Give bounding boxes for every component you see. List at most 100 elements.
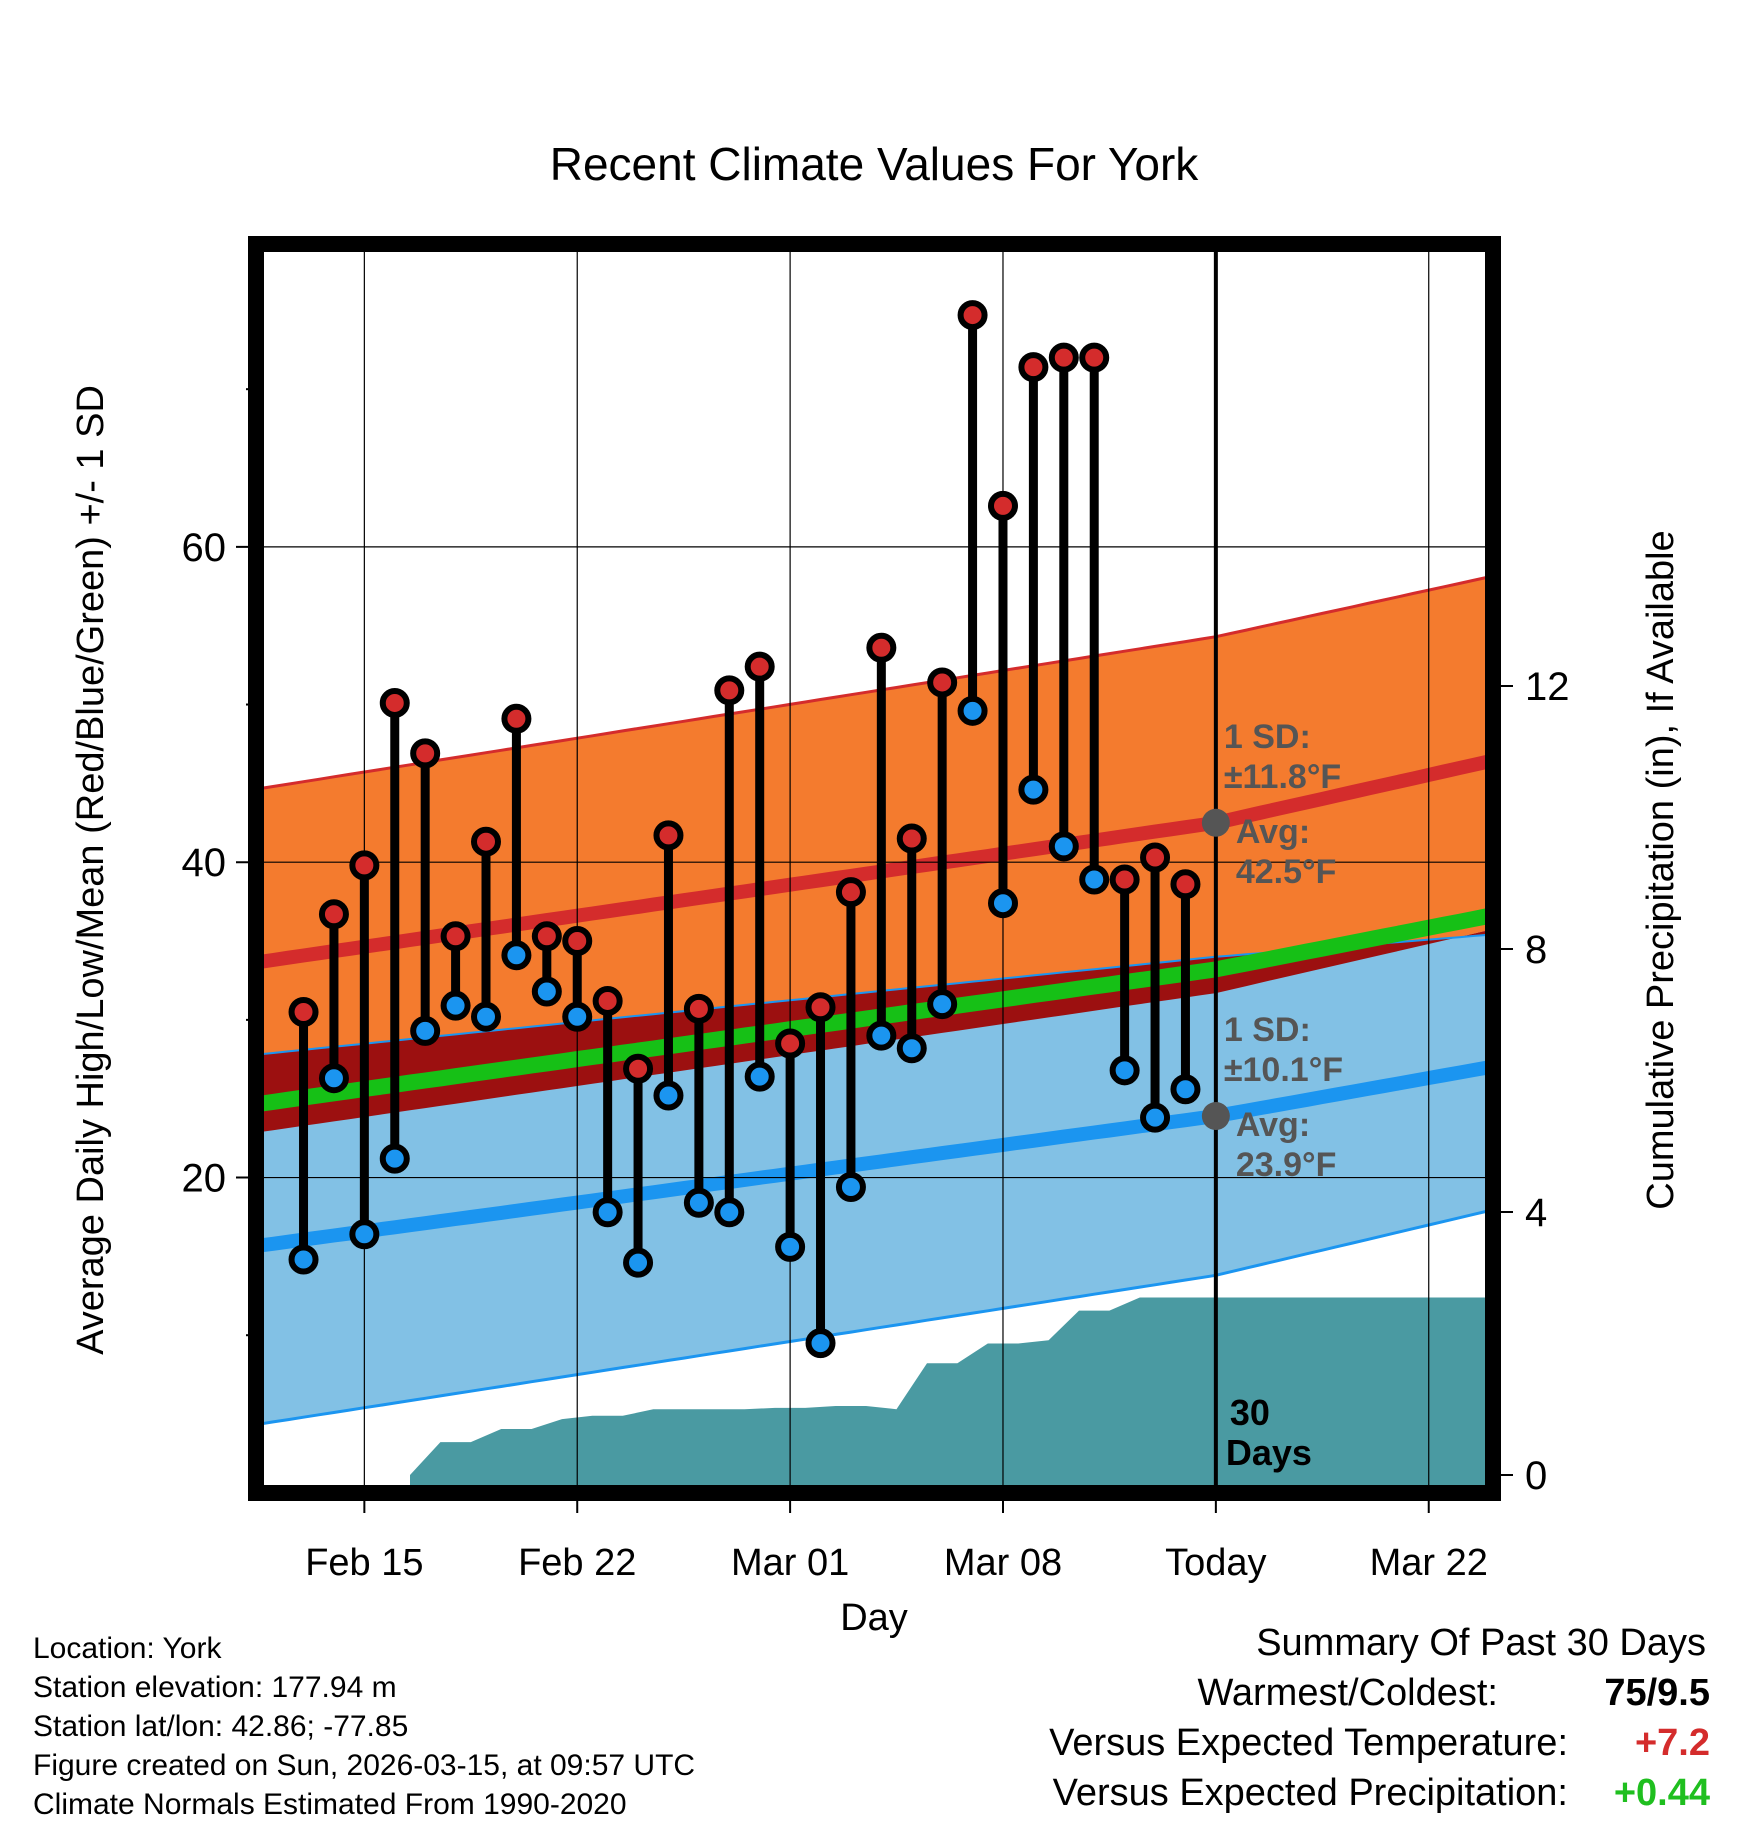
y-axis-right-label: Cumulative Precipitation (in), If Availa… <box>1640 530 1682 1209</box>
daily-low-point <box>714 1197 745 1228</box>
daily-high-point <box>379 687 410 718</box>
daily-high-point <box>288 996 319 1027</box>
days-label: Days <box>1226 1432 1312 1473</box>
daily-low-point <box>775 1231 806 1262</box>
daily-high-point <box>805 992 836 1023</box>
high-avg-label: Avg: <box>1236 813 1310 851</box>
daily-high-point <box>714 675 745 706</box>
daily-low-point <box>562 1001 593 1032</box>
daily-high-point <box>1170 869 1201 900</box>
daily-high-point <box>775 1028 806 1059</box>
high-sd-label: 1 SD: <box>1224 718 1311 756</box>
daily-low-point <box>318 1063 349 1094</box>
daily-high-point <box>562 926 593 957</box>
y-tick-label-right: 8 <box>1525 928 1547 972</box>
low-sd-value: ±10.1°F <box>1224 1051 1343 1089</box>
x-tick-label: Feb 15 <box>305 1542 423 1584</box>
daily-high-point <box>1079 342 1110 373</box>
x-tick-label: Mar 08 <box>944 1542 1062 1584</box>
daily-high-point <box>835 877 866 908</box>
daily-high-point <box>1018 352 1049 383</box>
daily-high-point <box>501 703 532 734</box>
summary-warmest-value: 75/9.5 <box>1604 1672 1710 1714</box>
y-tick-label-left: 40 <box>182 841 227 885</box>
daily-high-point <box>531 921 562 952</box>
daily-low-point <box>410 1015 441 1046</box>
daily-low-point <box>896 1033 927 1064</box>
x-tick-label: Feb 22 <box>518 1542 636 1584</box>
info-elevation: Station elevation: 177.94 m <box>33 1671 397 1704</box>
daily-high-point <box>1109 864 1140 895</box>
high-sd-value: ±11.8°F <box>1224 758 1341 796</box>
daily-high-point <box>318 899 349 930</box>
daily-low-point <box>1018 774 1049 805</box>
info-created: Figure created on Sun, 2026-03-15, at 09… <box>33 1749 696 1782</box>
daily-low-point <box>471 1001 501 1032</box>
x-tick-label: Mar 22 <box>1370 1542 1488 1584</box>
x-tick-label: Today <box>1165 1542 1266 1584</box>
daily-low-point <box>927 989 958 1020</box>
summary-title: Summary Of Past 30 Days <box>1256 1622 1706 1664</box>
daily-low-point <box>531 976 562 1007</box>
daily-high-point <box>866 632 897 663</box>
daily-low-point <box>987 888 1018 919</box>
today-low-avg-marker <box>1201 1102 1230 1131</box>
y-tick-label-right: 12 <box>1525 665 1570 709</box>
today-high-avg-marker <box>1201 808 1230 837</box>
chart-title: Recent Climate Values For York <box>550 138 1200 190</box>
x-tick-label: Mar 01 <box>731 1542 849 1584</box>
daily-high-point <box>440 921 471 952</box>
daily-high-point <box>987 490 1018 521</box>
x-axis-label: Day <box>840 1597 908 1639</box>
daily-high-point <box>896 823 927 854</box>
daily-high-point <box>349 850 380 881</box>
daily-high-point <box>927 667 958 698</box>
plot-frame <box>248 236 1501 1501</box>
daily-high-point <box>623 1053 654 1084</box>
daily-low-point <box>805 1328 836 1359</box>
days-number: 30 <box>1230 1392 1270 1433</box>
daily-low-point <box>349 1219 380 1250</box>
low-avg-value: 23.9°F <box>1236 1146 1337 1184</box>
daily-high-point <box>957 300 988 331</box>
daily-low-point <box>744 1061 775 1092</box>
low-lower-line <box>264 1210 1485 1425</box>
y-tick-label-left: 60 <box>182 526 227 570</box>
daily-low-point <box>379 1143 410 1174</box>
daily-high-point <box>653 820 684 851</box>
daily-low-point <box>1109 1055 1140 1086</box>
daily-low-point <box>501 940 532 971</box>
summary-temp-label: Versus Expected Temperature: <box>1049 1722 1568 1764</box>
y-tick-label-right: 4 <box>1525 1191 1547 1235</box>
y-axis-left-label: Average Daily High/Low/Mean (Red/Blue/Gr… <box>70 385 112 1355</box>
summary-temp-value: +7.2 <box>1634 1722 1710 1764</box>
info-location: Location: York <box>33 1632 222 1665</box>
daily-low-point <box>683 1187 714 1218</box>
info-latlon: Station lat/lon: 42.86; -77.85 <box>33 1710 409 1743</box>
daily-low-point <box>288 1244 319 1275</box>
daily-low-point <box>1140 1102 1171 1133</box>
low-sd-label: 1 SD: <box>1224 1011 1311 1049</box>
low-avg-label: Avg: <box>1236 1106 1310 1144</box>
daily-high-point <box>471 826 501 857</box>
daily-low-point <box>592 1197 623 1228</box>
daily-low-point <box>623 1247 654 1278</box>
info-normals: Climate Normals Estimated From 1990-2020 <box>33 1788 627 1821</box>
daily-low-point <box>1170 1074 1201 1105</box>
y-tick-label-left: 20 <box>182 1157 227 1201</box>
daily-high-point <box>592 985 623 1016</box>
axes: Feb 15 Feb 22 Mar 01 Mar 08 Today Mar 2220406… <box>182 236 1570 1584</box>
high-avg-value: 42.5°F <box>1236 853 1337 891</box>
summary-warmest-label: Warmest/Coldest: <box>1197 1672 1498 1714</box>
daily-high-point <box>683 993 714 1024</box>
daily-low-point <box>653 1080 684 1111</box>
summary-precip-value: +0.44 <box>1613 1772 1710 1814</box>
daily-high-point <box>1048 342 1079 373</box>
daily-high-point <box>744 651 775 682</box>
daily-low-point <box>835 1171 866 1202</box>
y-tick-label-right: 0 <box>1525 1454 1547 1498</box>
summary-precip-label: Versus Expected Precipitation: <box>1052 1772 1568 1814</box>
low-avg-line <box>264 1060 1485 1253</box>
